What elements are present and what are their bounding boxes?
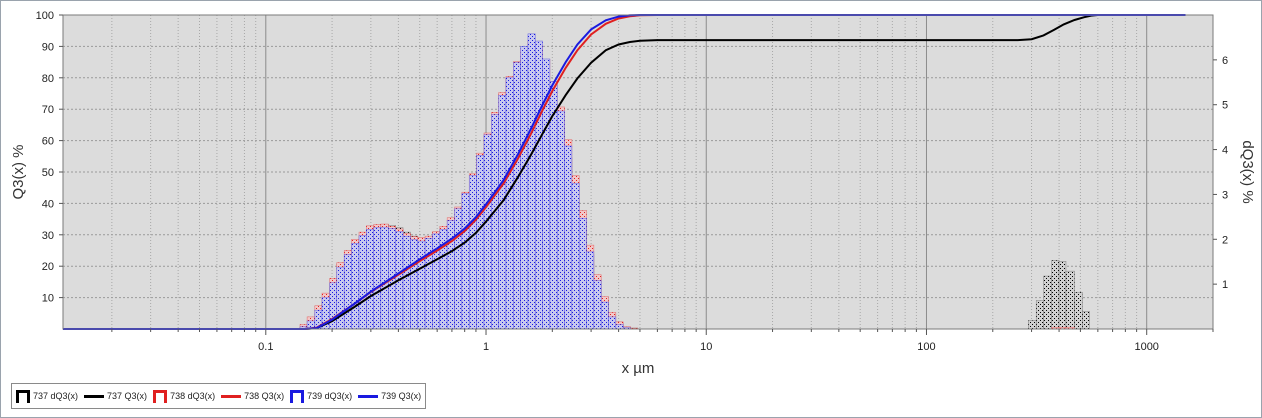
legend-label: 739 dQ3(x) <box>307 391 353 401</box>
hist-bar <box>556 110 565 330</box>
series-line <box>63 14 1186 330</box>
hist-bar <box>578 217 587 330</box>
hist-bar <box>498 95 507 330</box>
y-left-tick-label: 50 <box>42 167 54 179</box>
hist-bar <box>410 239 419 330</box>
hist-bar <box>527 33 536 330</box>
y-left-tick-label: 60 <box>42 136 54 148</box>
legend-item: 738 Q3(x) <box>221 391 284 401</box>
x-tick-label: 1000 <box>1134 341 1158 353</box>
legend-label: 737 Q3(x) <box>107 391 148 401</box>
y-right-tick-label: 3 <box>1222 189 1228 201</box>
hist-bar <box>1082 311 1090 330</box>
legend-item: 737 Q3(x) <box>84 391 147 401</box>
legend-hist-swatch <box>290 389 305 403</box>
y-right-tick-label: 5 <box>1222 100 1228 112</box>
hist-bar <box>483 134 492 330</box>
hist-bar <box>417 240 426 330</box>
legend-item: 739 Q3(x) <box>358 391 421 401</box>
legend-line-swatch <box>358 394 379 398</box>
y-right-tick-label: 2 <box>1222 234 1228 246</box>
plot-area <box>63 15 1213 329</box>
x-tick-label: 100 <box>917 341 935 353</box>
legend-line-swatch <box>221 394 242 398</box>
x-axis-title: x µm <box>622 360 655 377</box>
hist-bar <box>586 251 595 330</box>
legend-label: 739 Q3(x) <box>381 391 422 401</box>
hist-bar <box>343 254 352 330</box>
y-left-tick-label: 10 <box>42 293 54 305</box>
hist-bar <box>534 40 543 330</box>
legend-line-swatch <box>84 394 105 398</box>
x-tick-label: 1 <box>483 341 489 353</box>
y-right-tick-label: 1 <box>1222 279 1228 291</box>
hist-bar <box>1043 275 1052 330</box>
legend-item: 737 dQ3(x) <box>16 389 79 403</box>
legend-item: 739 dQ3(x) <box>290 389 353 403</box>
legend-item: 738 dQ3(x) <box>153 389 216 403</box>
hist-bar <box>1035 300 1044 330</box>
hist-bar <box>476 155 485 330</box>
y-left-tick-label: 70 <box>42 104 54 116</box>
y-right-tick-label: 4 <box>1222 145 1228 157</box>
y-left-axis-title: Q3(x) % <box>10 144 27 199</box>
y-left-tick-label: 20 <box>42 261 54 273</box>
legend-hist-swatch <box>153 389 168 403</box>
hist-bar <box>1074 291 1083 330</box>
legend-label: 738 Q3(x) <box>244 391 285 401</box>
x-tick-label: 10 <box>700 341 712 353</box>
hist-bar <box>468 175 477 330</box>
hist-bar <box>358 235 367 330</box>
hist-bar <box>564 145 573 330</box>
series-line <box>63 14 1186 330</box>
hist-bar <box>454 208 463 330</box>
hist-bar <box>336 266 345 330</box>
hist-bar <box>491 114 499 330</box>
legend-label: 738 dQ3(x) <box>170 391 216 401</box>
y-left-tick-label: 30 <box>42 230 54 242</box>
hist-bar <box>600 301 609 330</box>
hist-bar <box>402 235 411 330</box>
legend-label: 737 dQ3(x) <box>33 391 79 401</box>
hist-bar <box>1065 270 1075 330</box>
y-left-tick-label: 80 <box>42 73 54 85</box>
hist-bar <box>608 316 617 330</box>
hist-bar <box>513 62 521 330</box>
hist-bar <box>380 226 389 330</box>
y-left-tick-label: 90 <box>42 41 54 53</box>
hist-bar <box>1058 261 1067 330</box>
hist-bar <box>351 243 360 330</box>
y-left-tick-label: 100 <box>36 10 54 22</box>
hist-bar <box>571 182 580 330</box>
chart-svg: 0.1 1 10 100 1000 10 20 30 40 50 60 70 80 90 100 1 2 3 4 5 6… <box>10 10 1256 377</box>
y-right-tick-label: 6 <box>1222 55 1228 67</box>
y-left-tick-label: 40 <box>42 198 54 210</box>
hist-bar <box>505 77 514 330</box>
hist-bar <box>615 324 624 330</box>
hist-bar <box>1051 260 1060 330</box>
legend: 737 dQ3(x) 737 Q3(x) 738 dQ3(x) 738 Q3(x) 73… <box>11 383 427 409</box>
hist-bar <box>520 46 529 330</box>
legend-hist-swatch <box>16 389 30 403</box>
hist-bar <box>366 229 374 330</box>
hist-bar <box>1028 320 1037 330</box>
hist-bar <box>461 193 470 330</box>
x-tick-label: 0.1 <box>258 341 273 353</box>
hist-bar <box>593 280 602 330</box>
y-right-axis-title: dQ3(x) % <box>1239 140 1256 203</box>
hist-bar <box>373 227 382 330</box>
